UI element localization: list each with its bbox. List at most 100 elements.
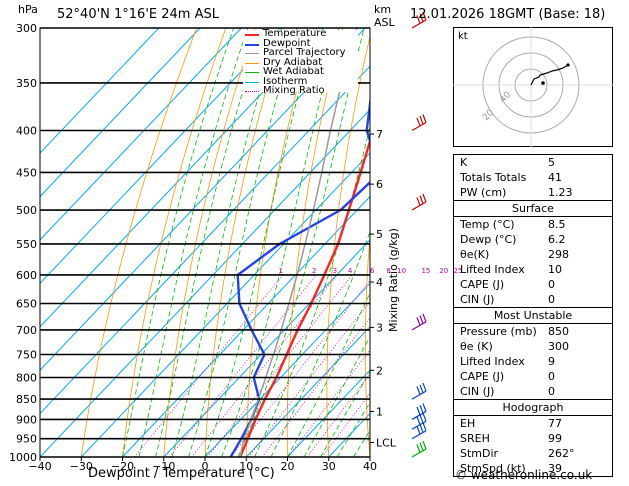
datetime-title: 12.01.2026 18GMT (Base: 18) (410, 7, 606, 22)
mu-label: θe (K) (460, 340, 493, 353)
pressure-tick-label: 500 (16, 204, 37, 217)
legend-swatch (245, 53, 259, 54)
wind-barb-flag (419, 195, 424, 204)
wind-barb-flag (422, 403, 427, 412)
x-tick-label: 30 (322, 460, 336, 473)
mixing-ratio-tick-label: 2 (312, 267, 316, 275)
wind-barb-flag (419, 115, 424, 125)
surface-label: θe(K) (460, 248, 490, 261)
wind-barb-icon (411, 422, 427, 440)
wet-adiabat-line (188, 28, 298, 457)
mixing-ratio-tick-label: 25 (453, 267, 462, 275)
legend-swatch (245, 72, 259, 73)
pressure-tick-label: 350 (16, 77, 37, 90)
pressure-tick-label: 850 (16, 393, 37, 406)
mu-value: 0 (548, 370, 555, 383)
wet-adiabat-line (254, 124, 370, 457)
mixing-ratio-tick-label: 20 (439, 267, 448, 275)
index-value: 1.23 (548, 186, 573, 199)
wind-barb-shaft (411, 430, 427, 440)
km-tick-label: 6 (376, 178, 383, 191)
mu-value: 850 (548, 325, 569, 338)
wind-barb-flag (416, 416, 421, 425)
km-tick-label: 7 (376, 128, 383, 141)
mixing-ratio-tick-label: 6 (370, 267, 375, 275)
hodo-label: StmSpd (kt) (460, 462, 526, 475)
hodograph-trace (530, 70, 553, 86)
legend-item: Mixing Ratio (243, 85, 358, 97)
wet-adiabat-line (336, 401, 370, 457)
wet-adiabat-line (138, 28, 249, 457)
wind-barb-flag (422, 422, 427, 431)
surface-value: 6.2 (548, 233, 566, 246)
mu-label: CIN (J) (460, 385, 495, 398)
wet-adiabat-line (171, 28, 280, 457)
mixing-ratio-line (191, 274, 338, 457)
chart-axes: 1 2 3 4 6 8 10 15 20 2530035040045050055060065070… (9, 22, 462, 473)
isotherm-line (163, 239, 370, 457)
isotherm-line (287, 369, 370, 457)
hodo-value: 77 (548, 417, 562, 430)
hodo-label: StmDir (460, 447, 499, 460)
wind-barb-flag (422, 313, 427, 323)
wind-barb-icon (411, 413, 427, 430)
legend-label: Parcel Trajectory (263, 47, 346, 58)
mu-value: 300 (548, 340, 569, 353)
surface-row: CAPE (J) 0 (454, 277, 612, 292)
mu-row: CIN (J) 0 (454, 384, 612, 399)
index-label: K (460, 156, 468, 169)
legend-label: Wet Adiabat (263, 66, 324, 77)
wind-barb-flag (419, 424, 424, 433)
legend-item: Dewpoint (243, 37, 358, 50)
surface-row: CIN (J) 0 (454, 292, 612, 307)
hodo-value: 39 (548, 462, 562, 475)
mixing-ratio-line (133, 274, 284, 457)
legend-item: Dry Adiabat (243, 57, 358, 69)
isotherm-line (40, 28, 201, 198)
wind-barb-shaft (411, 321, 427, 331)
legend-swatch (245, 43, 259, 46)
wind-barb-shaft (411, 19, 427, 29)
isotherm-line (40, 28, 242, 241)
location-title: 52°40'N 1°16'E 24m ASL (57, 7, 219, 22)
legend-label: Dewpoint (263, 37, 311, 49)
wind-barb-flag (419, 315, 424, 324)
hpa-label: hPa (18, 3, 38, 16)
wet-adiabat-line (204, 28, 318, 457)
wind-barb-flag (416, 386, 421, 395)
pressure-tick-label: 950 (16, 433, 37, 446)
hodograph-trace (551, 69, 558, 72)
index-value: 41 (548, 171, 562, 184)
dry-adiabat-line (122, 28, 227, 457)
wind-barb-flag (422, 440, 427, 450)
hodograph-frame (453, 27, 613, 147)
km-tick-label: 4 (376, 276, 383, 289)
surface-section: Surface Temp (°C) 8.5 Dewp (°C) 6.2 θe(K) 2… (453, 201, 613, 308)
legend-swatch (245, 91, 259, 92)
x-tick-label: −10 (152, 460, 175, 473)
wind-barb-flag (416, 425, 421, 435)
wind-barb-icon (411, 382, 427, 400)
wind-barb-flag (419, 384, 424, 394)
wind-barb-flag (419, 404, 424, 414)
surface-row: Temp (°C) 8.5 (454, 217, 612, 232)
x-tick-label: 0 (202, 460, 209, 473)
index-label: PW (cm) (460, 186, 507, 199)
mu-label: CAPE (J) (460, 370, 505, 383)
hodograph-title: Hodograph (454, 400, 612, 416)
wind-barb-shaft (411, 448, 427, 458)
most-unstable-section: Most Unstable Pressure (mb) 850 θe (K) 300… (453, 308, 613, 400)
wind-barb-shaft (411, 420, 427, 430)
isotherm-line (40, 28, 160, 154)
wind-barb-flag (419, 442, 424, 451)
wet-adiabat-line (155, 28, 264, 457)
surface-row: Dewp (°C) 6.2 (454, 232, 612, 247)
pressure-tick-label: 400 (16, 125, 37, 138)
wind-barbs (411, 11, 427, 458)
hodo-value: 262° (548, 447, 575, 460)
surface-label: Temp (°C) (460, 218, 515, 231)
mu-value: 0 (548, 385, 555, 398)
mu-label: Pressure (mb) (460, 325, 537, 338)
